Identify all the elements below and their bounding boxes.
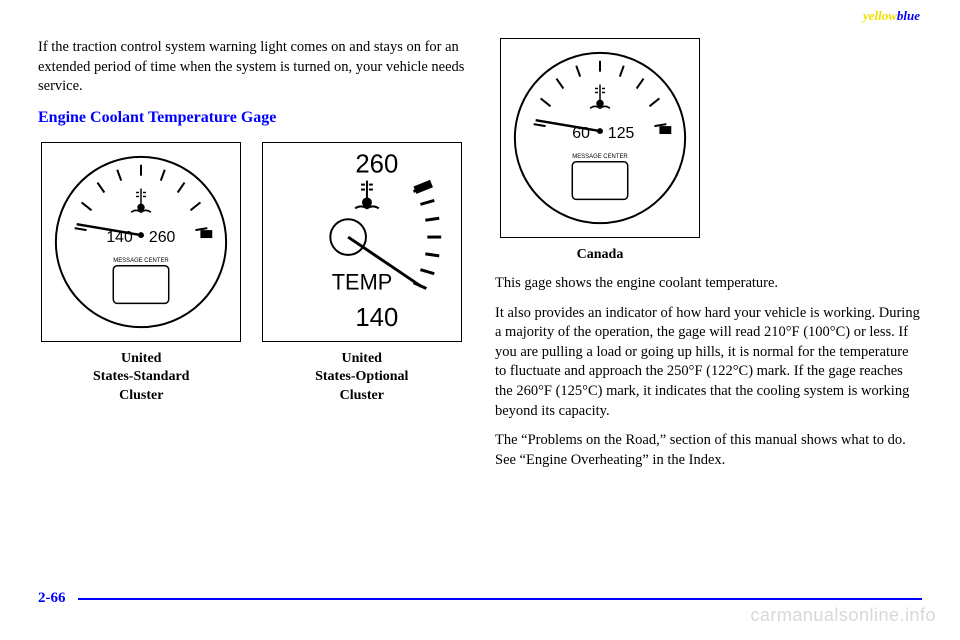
gauge3-high: 125 <box>608 125 635 142</box>
gauge2-top: 260 <box>355 151 398 179</box>
gauge1-msg: MESSAGE CENTER <box>114 258 170 264</box>
gauge-us-optional: 260 <box>262 142 462 342</box>
left-column: If the traction control system warning l… <box>38 38 465 480</box>
page-footer: 2-66 <box>38 598 922 600</box>
header-brand: yellowblue <box>863 8 920 24</box>
gauge2-label: TEMP <box>332 270 392 295</box>
body-p3: The “Problems on the Road,” section of t… <box>495 431 922 470</box>
caption-canada: Canada <box>495 246 705 264</box>
header-blue: blue <box>897 8 920 23</box>
right-column: 60 125 MESSAGE CENTER Canada This gage s… <box>495 38 922 480</box>
gauge-canada: 60 125 MESSAGE CENTER <box>500 38 700 238</box>
body-p2: It also provides an indicator of how har… <box>495 304 922 421</box>
caption-us-standard: United States-Standard Cluster <box>38 350 245 405</box>
caption-us-optional: United States-Optional Cluster <box>259 350 466 405</box>
gauge3-msg: MESSAGE CENTER <box>572 154 628 160</box>
watermark: carmanualsonline.info <box>750 605 936 626</box>
gauge2-bottom: 140 <box>355 304 398 332</box>
page-content: If the traction control system warning l… <box>38 38 922 480</box>
section-heading: Engine Coolant Temperature Gage <box>38 107 465 129</box>
gauge-us-standard: 140 260 MESSAGE CENTER <box>41 142 241 342</box>
figure-us-optional: 260 <box>259 142 466 405</box>
body-p1: This gage shows the engine coolant tempe… <box>495 274 922 294</box>
gauge1-high: 260 <box>149 229 176 246</box>
figure-us-standard: 140 260 MESSAGE CENTER United States-Sta… <box>38 142 245 405</box>
intro-text: If the traction control system warning l… <box>38 38 465 97</box>
figure-canada: 60 125 MESSAGE CENTER Canada <box>495 38 705 264</box>
figure-row: 140 260 MESSAGE CENTER United States-Sta… <box>38 142 465 405</box>
header-yellow: yellow <box>863 8 897 23</box>
footer-rule <box>78 598 922 600</box>
page-number: 2-66 <box>38 590 72 607</box>
